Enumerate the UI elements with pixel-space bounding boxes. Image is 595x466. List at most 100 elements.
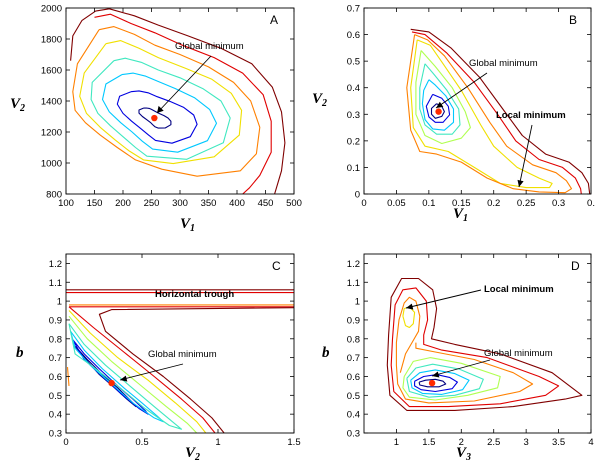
panel-c-contour-line — [98, 307, 294, 433]
panel-a-x-tick-label: 500 — [286, 198, 302, 209]
panel-a-x-tick-label: 400 — [229, 198, 245, 209]
panel-a-x-tick-label: 450 — [258, 198, 274, 209]
panel-d-y-tick-label: 1.2 — [347, 259, 360, 270]
panel-d-contour-line — [395, 296, 534, 404]
panel-b-contour-line — [415, 50, 471, 145]
panel-c-x-tick-label: 0 — [63, 437, 68, 448]
panel-c-ticks: 0 0.5 1 1.5 0.3 0.4 0.5 0.6 0.7 0.8 0.9 1 1.1 1.2 — [49, 254, 301, 448]
panel-d-y-tick-label: 0.6 — [347, 372, 360, 383]
panel-c-y-tick-label: 1 — [57, 297, 62, 308]
panel-c-x-tick-label: 1 — [215, 437, 220, 448]
panel-a-y-tick-label: 1000 — [41, 159, 62, 170]
panel-d-y-tick-label: 1 — [355, 297, 360, 308]
panel-d-global-minimum-arrow — [431, 359, 491, 378]
panel-d-x-tick-label: 1.5 — [422, 437, 435, 448]
panel-a-contour-line — [90, 57, 231, 160]
panel-c-contour-line — [68, 323, 183, 430]
panel-b-y-tick-label: 0.4 — [347, 83, 360, 94]
panel-c: 0 0.5 1 1.5 0.3 0.4 0.5 0.6 0.7 0.8 0.9 1 1.1 1.2 C H… — [16, 253, 301, 463]
panel-c-global-minimum-label: Global minimum — [148, 349, 217, 360]
panel-c-x-tick-label: 1.5 — [287, 437, 300, 448]
panel-c-contour-line — [68, 315, 198, 433]
panel-b-y-tick-label: 0.5 — [347, 57, 360, 68]
panel-a-x-tick-label: 200 — [115, 198, 131, 209]
panel-c-label: C — [272, 259, 281, 273]
panel-c-x-tick-label: 0.5 — [135, 437, 148, 448]
panel-b-ticks: 0 0.05 0.1 0.15 0.2 0.25 0.3 0. 0 0.1 0.2 0.3 0.4 0.5… — [347, 4, 595, 210]
panel-c-y-tick-label: 0.7 — [49, 353, 62, 364]
panel-a-label: A — [270, 13, 278, 27]
panel-c-contour-line — [68, 310, 207, 433]
panel-a-contour-line — [70, 8, 286, 194]
panel-b-contour-line — [421, 79, 455, 131]
panel-a-frame — [65, 7, 295, 195]
panel-b-ylabel: V2 — [312, 91, 327, 109]
panel-d-frame — [363, 253, 592, 434]
panel-d-x-tick-label: 4 — [588, 437, 593, 448]
panel-d: 1 1.5 2 2.5 3 3.5 4 0.3 0.4 0.5 0.6 0.7 0.8 0.9 1 1.1 1.… — [322, 253, 594, 463]
panel-d-minimum-marker — [428, 379, 436, 387]
panel-b-minimum-marker — [435, 108, 442, 115]
panel-d-x-tick-label: 3 — [523, 437, 528, 448]
panel-a-x-tick-label: 250 — [144, 198, 160, 209]
panel-b-contours — [406, 28, 591, 194]
panel-d-y-tick-label: 0.9 — [347, 315, 360, 326]
panel-d-x-tick-label: 3.5 — [552, 437, 565, 448]
panel-b: 0 0.05 0.1 0.15 0.2 0.25 0.3 0. 0 0.1 0.2 0.3 0.4 0.5… — [312, 4, 595, 225]
panel-d-contour-line — [390, 287, 560, 408]
panel-d-y-tick-label: 0.3 — [347, 429, 360, 440]
panel-b-contour-line — [410, 39, 553, 189]
panel-d-x-tick-label: 2 — [459, 437, 464, 448]
panel-b-x-tick-label: 0. — [587, 198, 595, 209]
panel-a-y-tick-label: 1600 — [41, 66, 62, 77]
panel-c-frame — [65, 253, 295, 434]
panel-b-y-tick-label: 0.6 — [347, 30, 360, 41]
panel-a-contour-line — [94, 13, 272, 194]
panel-b-x-tick-label: 0 — [361, 198, 366, 209]
panel-a-global-minimum-arrow — [156, 55, 212, 114]
panel-a-contours — [70, 8, 286, 194]
panel-b-global-minimum-arrow — [435, 72, 488, 109]
panel-b-x-tick-label: 0.25 — [517, 198, 536, 209]
panel-a-y-tick-label: 1200 — [41, 128, 62, 139]
panel-d-xlabel: V3 — [456, 445, 471, 463]
panel-c-y-tick-label: 1.1 — [49, 278, 62, 289]
panel-b-global-minimum-label: Global minimum — [469, 58, 538, 69]
panel-b-y-tick-label: 0.1 — [347, 163, 360, 174]
panel-a-global-minimum-label: Global minimum — [175, 41, 244, 52]
panel-b-label: B — [569, 13, 577, 27]
panel-b-y-tick-label: 0.3 — [347, 110, 360, 121]
panel-a-contour-line — [116, 90, 198, 144]
panel-d-y-tick-label: 0.4 — [347, 410, 360, 421]
panel-d-contour-line — [414, 374, 458, 393]
panel-a-y-tick-label: 800 — [46, 190, 62, 201]
panel-d-ticks: 1 1.5 2 2.5 3 3.5 4 0.3 0.4 0.5 0.6 0.7 0.8 0.9 1 1.1 1.… — [347, 254, 594, 448]
panel-d-y-tick-label: 0.5 — [347, 391, 360, 402]
panel-d-contour-line — [402, 306, 416, 329]
panel-c-y-tick-label: 0.6 — [49, 372, 62, 383]
panel-d-x-tick-label: 2.5 — [487, 437, 500, 448]
panel-a-x-tick-label: 150 — [87, 198, 103, 209]
panel-b-x-tick-label: 0.15 — [452, 198, 471, 209]
panel-a-ticks: 100 150 200 250 300 350 400 450 500 800 1000 1200 14… — [41, 4, 302, 210]
panel-c-contours — [66, 289, 294, 433]
panel-b-xlabel: V1 — [453, 206, 468, 224]
panel-d-contour-line — [386, 277, 583, 411]
panel-c-y-tick-label: 1.2 — [49, 259, 62, 270]
panel-c-y-tick-label: 0.3 — [49, 429, 62, 440]
panel-a-ylabel: V2 — [10, 96, 25, 114]
panel-a-y-tick-label: 1800 — [41, 35, 62, 46]
panel-a-y-tick-label: 2000 — [41, 4, 62, 15]
panel-c-xlabel: V2 — [185, 445, 200, 463]
panel-c-global-minimum-arrow — [119, 363, 184, 382]
panel-b-contour-line — [410, 28, 591, 194]
panel-d-x-tick-label: 1 — [394, 437, 399, 448]
panel-c-y-tick-label: 0.9 — [49, 315, 62, 326]
panel-b-x-tick-label: 0.05 — [387, 198, 406, 209]
panel-d-ylabel: b — [322, 345, 330, 361]
panel-c-y-tick-label: 0.5 — [49, 391, 62, 402]
panel-a-y-tick-label: 1400 — [41, 97, 62, 108]
panel-a-contour-line — [138, 107, 172, 129]
panel-b-contour-line — [430, 103, 445, 119]
